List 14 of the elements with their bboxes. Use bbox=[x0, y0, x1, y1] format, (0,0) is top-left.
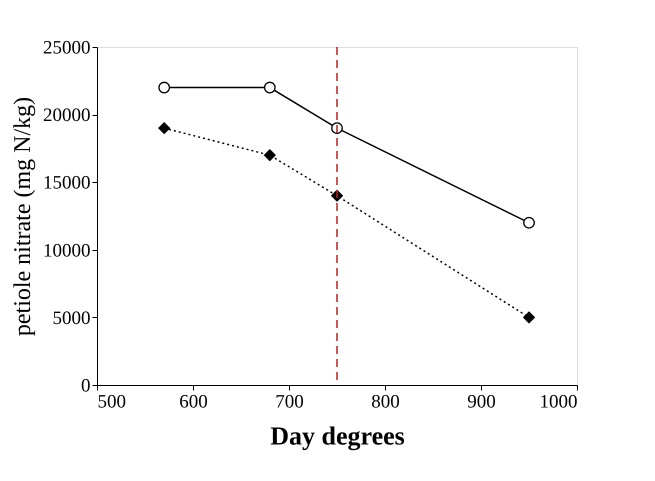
x-axis-title: Day degrees bbox=[270, 422, 405, 450]
x-tick-label: 1000 bbox=[540, 392, 578, 412]
y-tick-label: 15000 bbox=[43, 172, 90, 194]
x-tick-label: 800 bbox=[371, 392, 400, 412]
y-tick-label: 25000 bbox=[43, 38, 90, 58]
y-tick-label: 0 bbox=[81, 376, 90, 396]
y-tick-label: 10000 bbox=[43, 240, 90, 262]
x-tick-label: 600 bbox=[179, 392, 208, 412]
y-axis-title: petiole nitrate (mg N/kg) bbox=[10, 96, 36, 336]
y-tick-label: 20000 bbox=[43, 105, 90, 126]
x-tick-label: 900 bbox=[467, 392, 496, 412]
y-tick-label: 5000 bbox=[52, 308, 90, 329]
x-tick-label: 500 bbox=[98, 392, 126, 412]
x-tick-label: 700 bbox=[275, 392, 304, 412]
